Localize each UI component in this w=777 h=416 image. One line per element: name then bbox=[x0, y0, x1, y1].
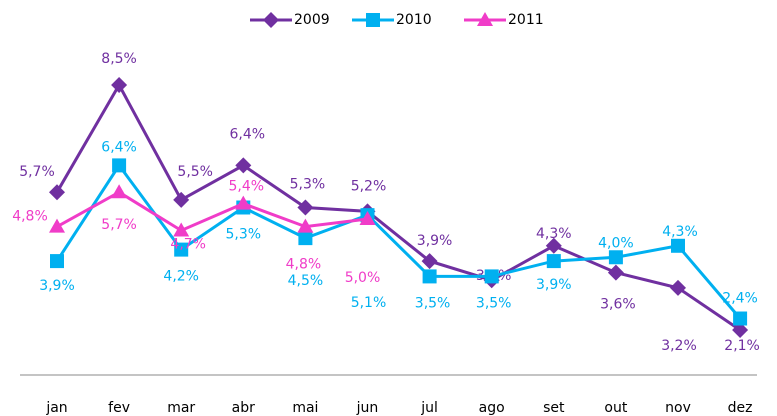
marker bbox=[235, 195, 252, 210]
marker bbox=[608, 250, 623, 265]
marker bbox=[112, 158, 127, 173]
marker bbox=[422, 269, 437, 284]
data-label: 5,2% bbox=[351, 178, 387, 194]
marker bbox=[671, 238, 685, 253]
x-tick-label: jan bbox=[45, 400, 67, 416]
series-line bbox=[55, 162, 742, 320]
data-label: 5,5% bbox=[177, 164, 213, 180]
marker bbox=[50, 254, 64, 269]
marker bbox=[297, 218, 314, 233]
marker bbox=[173, 191, 190, 208]
data-label: 5,0% bbox=[345, 270, 381, 286]
x-tick-label: jul bbox=[420, 400, 438, 416]
x-tick-label: abr bbox=[232, 400, 255, 416]
marker bbox=[546, 254, 561, 269]
data-label: 5,7% bbox=[101, 217, 137, 233]
data-label: 4,3% bbox=[536, 226, 572, 242]
legend-marker bbox=[263, 12, 279, 28]
data-label: 4,3% bbox=[662, 224, 698, 240]
data-label: 6,4% bbox=[230, 126, 266, 142]
x-tick-label: mai bbox=[292, 400, 318, 416]
marker bbox=[174, 242, 189, 257]
legend-marker bbox=[366, 13, 380, 27]
data-label: 4,2% bbox=[163, 269, 199, 285]
marker bbox=[297, 199, 314, 216]
marker bbox=[607, 264, 624, 281]
data-label: 5,3% bbox=[226, 227, 262, 243]
marker bbox=[49, 184, 65, 201]
x-tick-label: fev bbox=[108, 400, 130, 416]
legend-label: 2011 bbox=[508, 12, 544, 28]
data-label: 4,0% bbox=[598, 235, 634, 251]
data-label: 3,9% bbox=[417, 233, 453, 249]
data-label: 5,7% bbox=[19, 164, 55, 180]
x-tick-label: set bbox=[543, 400, 565, 416]
marker bbox=[49, 218, 65, 233]
data-label: 5,1% bbox=[351, 295, 387, 311]
data-label: 2,1% bbox=[724, 338, 760, 354]
x-tick-label: mar bbox=[167, 400, 195, 416]
data-label: 4,8% bbox=[286, 257, 322, 273]
data-label: 3,5% bbox=[476, 295, 512, 311]
x-tick-label: dez bbox=[728, 400, 753, 416]
marker bbox=[235, 157, 252, 174]
data-label: 3,2% bbox=[661, 338, 697, 354]
marker bbox=[733, 311, 748, 326]
x-tick-label: jun bbox=[356, 400, 379, 416]
data-label: 8,5% bbox=[101, 51, 137, 67]
data-label: 2,4% bbox=[722, 291, 758, 307]
legend-label: 2009 bbox=[294, 12, 330, 28]
legend-label: 2010 bbox=[396, 12, 432, 28]
data-label: 3,9% bbox=[536, 277, 572, 293]
marker bbox=[111, 184, 128, 199]
legend-marker bbox=[477, 12, 493, 26]
data-label: 4,5% bbox=[288, 273, 324, 289]
x-tick-label: ago bbox=[479, 400, 505, 416]
data-label: 5,3% bbox=[290, 177, 326, 193]
marker bbox=[359, 210, 376, 225]
marker bbox=[421, 253, 438, 270]
data-label: 6,4% bbox=[101, 139, 137, 155]
marker bbox=[111, 77, 128, 93]
series-line bbox=[56, 190, 368, 233]
data-label: 3,6% bbox=[600, 297, 636, 313]
data-label: 3,5% bbox=[415, 295, 451, 311]
marker bbox=[670, 279, 686, 296]
data-label: 4,8% bbox=[12, 209, 48, 225]
data-label: 3,9% bbox=[39, 278, 75, 294]
x-tick-label: nov bbox=[665, 400, 691, 416]
marker bbox=[732, 322, 749, 338]
data-label: 4,7% bbox=[170, 236, 206, 252]
marker bbox=[173, 222, 190, 237]
marker bbox=[545, 237, 562, 254]
marker bbox=[484, 269, 499, 284]
x-tick-label: out bbox=[604, 400, 627, 416]
marker bbox=[298, 231, 313, 246]
series-line bbox=[55, 81, 741, 332]
data-label: 5,4% bbox=[229, 179, 265, 195]
